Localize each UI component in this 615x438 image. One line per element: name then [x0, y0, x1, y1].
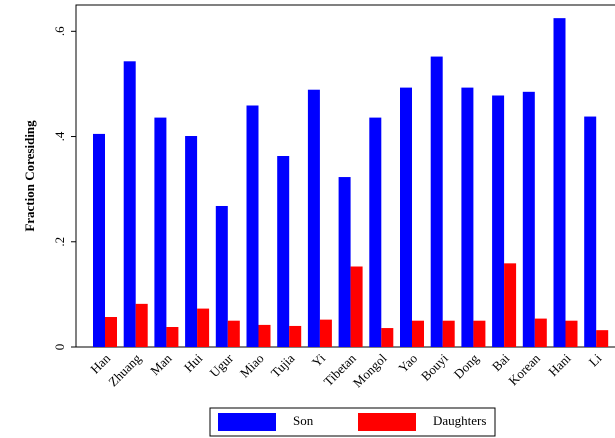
x-tick-label: Hani	[545, 350, 574, 379]
legend-swatch	[358, 413, 416, 431]
x-tick-label: Li	[586, 350, 605, 369]
bar	[504, 263, 517, 347]
bar	[522, 91, 535, 347]
x-tick-label: Yi	[309, 350, 329, 370]
bar	[461, 87, 474, 348]
bar	[215, 205, 228, 347]
bar	[246, 105, 259, 347]
bar	[105, 317, 117, 347]
x-tick-label: Ugur	[207, 350, 237, 380]
y-tick-label: 0	[52, 344, 67, 351]
bar	[565, 320, 578, 347]
x-tick-label: Han	[87, 350, 113, 376]
y-tick-label: .6	[52, 26, 67, 36]
bar	[596, 330, 609, 347]
bar	[430, 56, 443, 347]
legend-label: Son	[293, 413, 314, 428]
bar	[154, 117, 167, 347]
bar	[534, 318, 547, 347]
bar	[350, 266, 363, 347]
legend-label: Daughters	[433, 413, 486, 428]
x-tick-label: Bai	[489, 350, 513, 374]
x-tick-label: Korean	[505, 350, 543, 388]
x-tick-label: Miao	[237, 351, 267, 381]
x-tick-label: Dong	[451, 350, 482, 381]
bar	[197, 308, 210, 347]
bar	[442, 320, 455, 347]
x-tick-label: Mongol	[350, 350, 390, 390]
y-tick-label: .4	[52, 131, 67, 141]
bar	[258, 324, 271, 347]
bar	[227, 320, 240, 347]
bar	[584, 116, 597, 347]
x-tick-label: Zhuang	[105, 350, 144, 389]
bar	[93, 133, 105, 347]
bar	[553, 18, 566, 348]
bar	[369, 117, 382, 347]
x-tick-label: Bouyi	[418, 350, 451, 383]
legend-swatch	[218, 413, 276, 431]
bar	[277, 156, 290, 347]
bar	[123, 61, 136, 347]
x-tick-label: Tujia	[268, 350, 298, 380]
bar	[307, 89, 320, 348]
bar	[135, 303, 148, 347]
x-tick-label: Man	[147, 350, 175, 378]
bar	[381, 328, 394, 347]
x-tick-label: Hui	[181, 350, 206, 375]
x-tick-label: Yao	[395, 351, 420, 376]
bar	[400, 87, 412, 348]
bar	[473, 320, 486, 347]
y-axis-title: Fraction Coresiding	[22, 120, 37, 232]
y-tick-label: .2	[52, 237, 67, 247]
bar	[492, 95, 505, 347]
bar	[319, 319, 332, 347]
bar	[412, 320, 424, 347]
bar	[338, 177, 351, 347]
bar	[289, 325, 302, 347]
bar	[166, 327, 179, 347]
bar	[185, 136, 198, 347]
